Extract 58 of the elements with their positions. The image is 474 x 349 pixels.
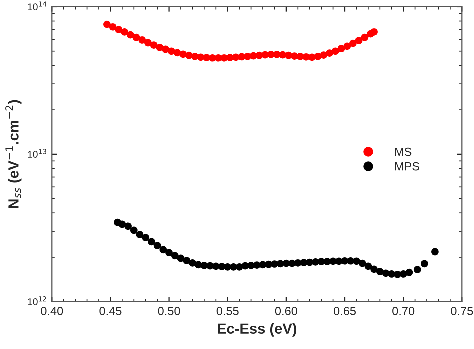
x-tick-label: 0.70 <box>392 307 415 316</box>
point <box>370 28 378 36</box>
point <box>121 28 128 36</box>
x-tick-label: 0.75 <box>451 307 474 316</box>
point <box>376 268 384 276</box>
legend-label: MS <box>395 148 412 156</box>
point <box>124 222 132 230</box>
x-tick-label: 0.40 <box>41 307 64 316</box>
point <box>420 260 428 268</box>
point <box>364 262 372 270</box>
point <box>144 39 152 47</box>
x-tick-label: 0.55 <box>216 307 239 316</box>
y-tick-label: 10$^{12}$ <box>28 296 46 306</box>
point <box>183 257 191 264</box>
point <box>109 23 117 31</box>
point <box>154 242 162 250</box>
point <box>320 52 328 60</box>
point <box>132 34 140 42</box>
point <box>148 238 156 246</box>
point <box>150 42 158 49</box>
point <box>355 37 363 44</box>
y-tick-label: 10$^{14}$ <box>28 2 47 11</box>
x-tick-label: 0.45 <box>100 307 122 316</box>
point <box>350 40 357 48</box>
point <box>432 248 439 256</box>
point <box>414 266 422 274</box>
point <box>160 246 168 254</box>
point <box>344 42 352 50</box>
point <box>104 20 111 28</box>
point <box>361 34 369 42</box>
legend-label: MPS <box>395 162 420 171</box>
point <box>142 234 150 242</box>
point <box>406 268 414 276</box>
point <box>171 252 179 260</box>
point <box>177 254 185 262</box>
point <box>189 260 196 267</box>
point <box>358 260 366 268</box>
point <box>326 50 334 57</box>
point <box>166 249 173 257</box>
point <box>115 26 123 34</box>
x-tick-label: 0.50 <box>158 307 180 316</box>
x-axis-title: Ec-Ess (eV) <box>218 323 297 337</box>
point <box>168 48 176 56</box>
point <box>138 36 146 44</box>
x-tick-label: 0.65 <box>334 307 356 316</box>
point <box>126 31 134 39</box>
point <box>338 45 346 53</box>
point <box>162 46 170 54</box>
point <box>400 270 408 278</box>
point <box>130 226 138 234</box>
y-axis-title: N$_{ss}$ (eV$^{−1}$.cm$^{−2}$) <box>6 100 22 208</box>
point <box>332 48 340 56</box>
x-tick-label: 0.60 <box>275 307 298 316</box>
point <box>136 231 144 238</box>
point <box>370 266 378 274</box>
point <box>118 220 126 228</box>
point <box>353 258 360 266</box>
y-tick-label: 10$^{13}$ <box>28 149 46 158</box>
